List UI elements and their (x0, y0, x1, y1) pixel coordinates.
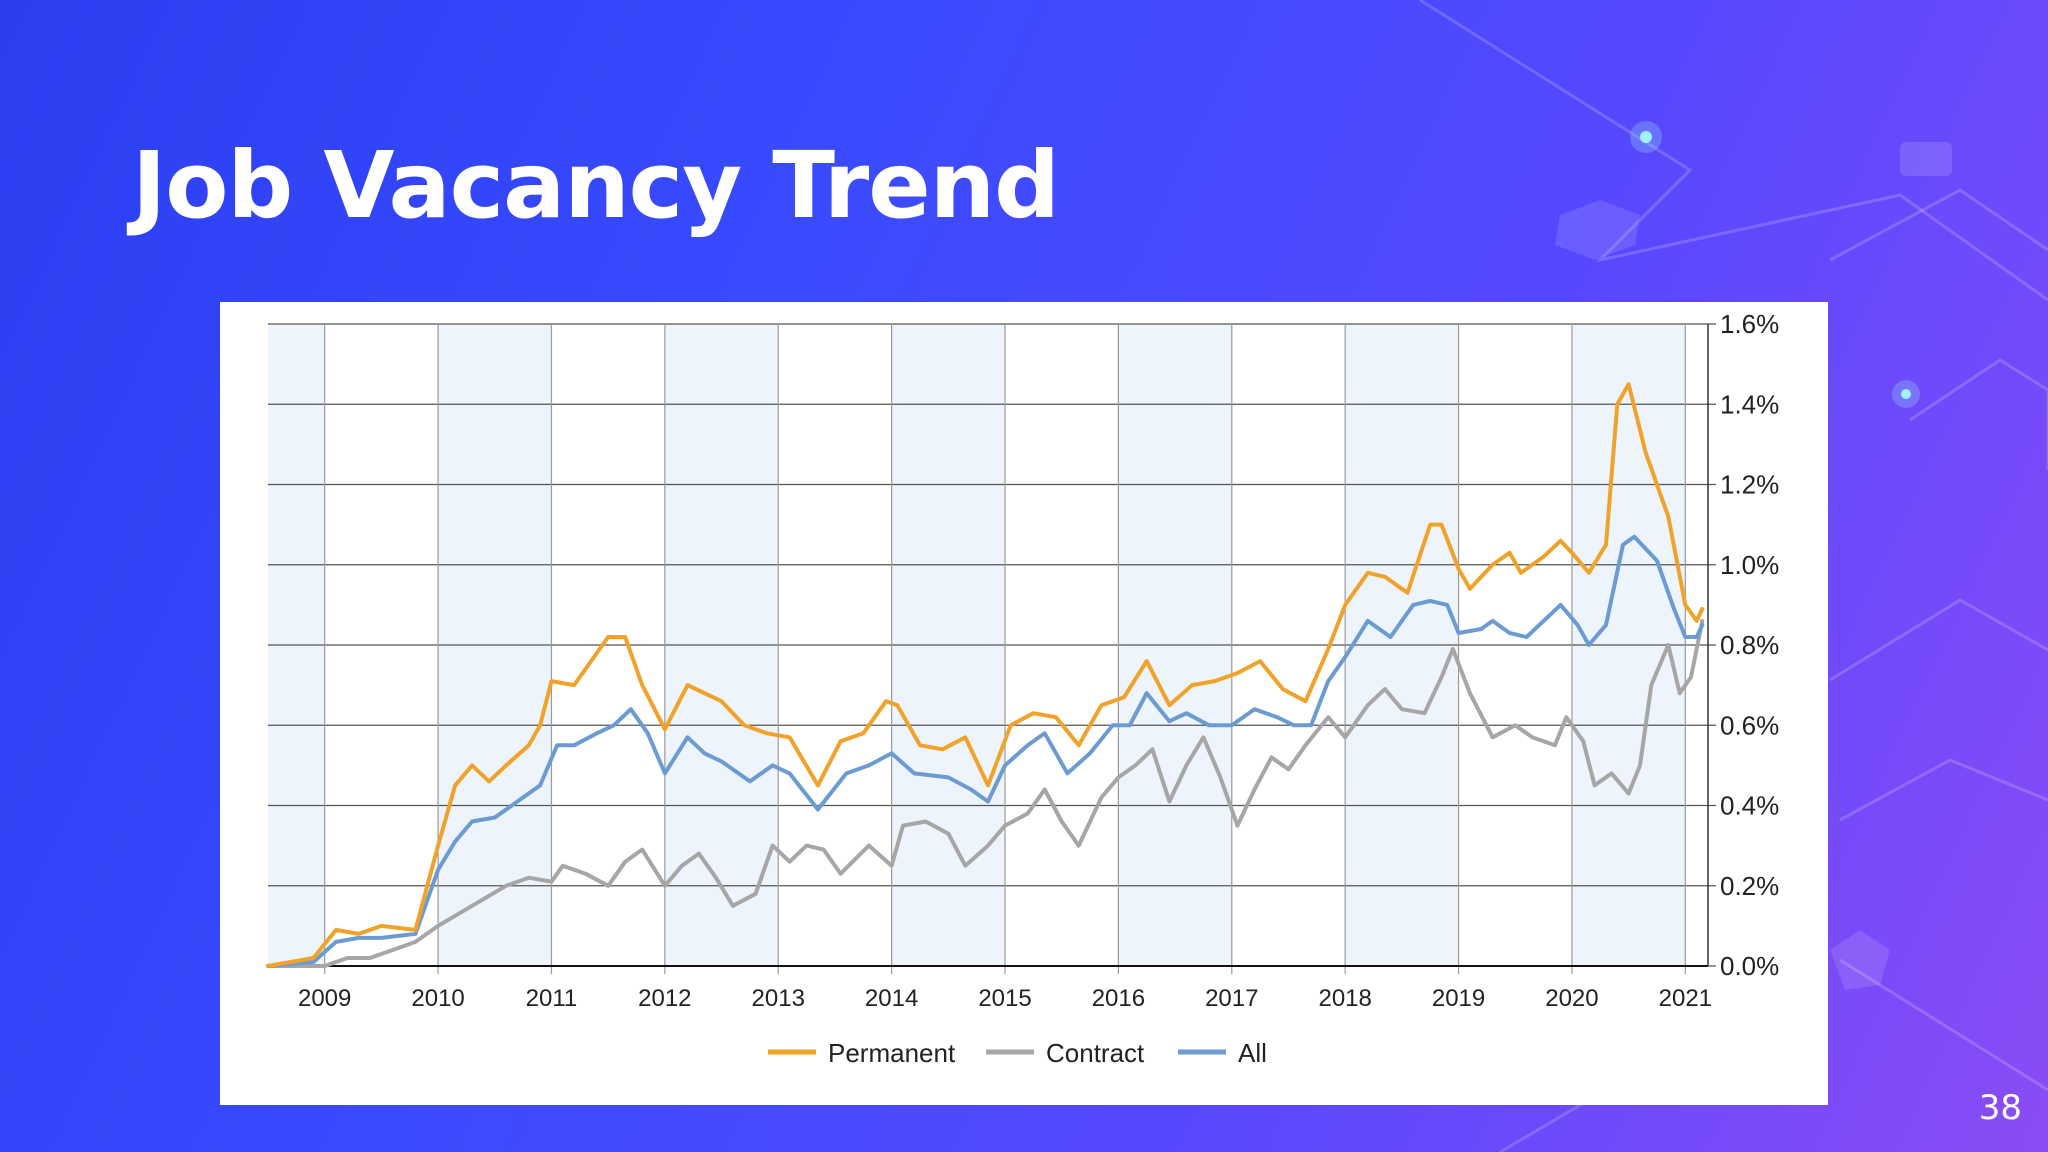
chart-card: 0.0% 0.2% 0.4% 0.6% 0.8% 1.0% 1.2% 1.4% 1.6% 2009… (220, 302, 1828, 1105)
grid-lines (268, 323, 1716, 974)
y-tick-label: 0.8% (1720, 630, 1779, 660)
x-tick-label: 2014 (865, 985, 918, 1012)
x-tick-label: 2018 (1318, 985, 1371, 1012)
x-tick-label: 2017 (1205, 985, 1258, 1012)
slide-title: Job Vacancy Trend (132, 132, 1060, 239)
series-lines (266, 382, 1705, 968)
series-line-all (266, 534, 1705, 968)
legend-label-contract: Contract (1046, 1038, 1145, 1068)
x-tick-label: 2013 (752, 985, 805, 1012)
y-tick-label: 0.6% (1720, 710, 1779, 740)
y-tick-label: 1.4% (1720, 389, 1779, 419)
x-tick-label: 2010 (411, 985, 464, 1012)
legend-label-all: All (1238, 1038, 1267, 1068)
legend-label-permanent: Permanent (828, 1038, 956, 1068)
page-number: 38 (1978, 1088, 2022, 1128)
x-tick-label: 2021 (1659, 985, 1712, 1012)
y-tick-label: 1.0% (1720, 550, 1779, 580)
series-line-contract (266, 618, 1705, 968)
line-chart: 0.0% 0.2% 0.4% 0.6% 0.8% 1.0% 1.2% 1.4% 1.6% 2009… (266, 309, 1779, 1068)
y-tick-label: 0.0% (1720, 951, 1779, 981)
y-tick-label: 0.4% (1720, 791, 1779, 821)
x-tick-label: 2009 (298, 985, 351, 1012)
y-tick-label: 0.2% (1720, 871, 1779, 901)
x-tick-label: 2020 (1545, 985, 1598, 1012)
x-tick-label: 2012 (638, 985, 691, 1012)
y-tick-label: 1.2% (1720, 470, 1779, 500)
x-tick-label: 2015 (978, 985, 1031, 1012)
y-tick-label: 1.6% (1720, 309, 1779, 339)
series-line-permanent (266, 382, 1705, 968)
x-tick-label: 2019 (1432, 985, 1485, 1012)
x-tick-label: 2011 (526, 985, 578, 1012)
legend: Permanent Contract All (768, 1038, 1267, 1068)
x-tick-label: 2016 (1092, 985, 1145, 1012)
axes: 0.0% 0.2% 0.4% 0.6% 0.8% 1.0% 1.2% 1.4% 1.6% 2009… (268, 309, 1779, 1012)
